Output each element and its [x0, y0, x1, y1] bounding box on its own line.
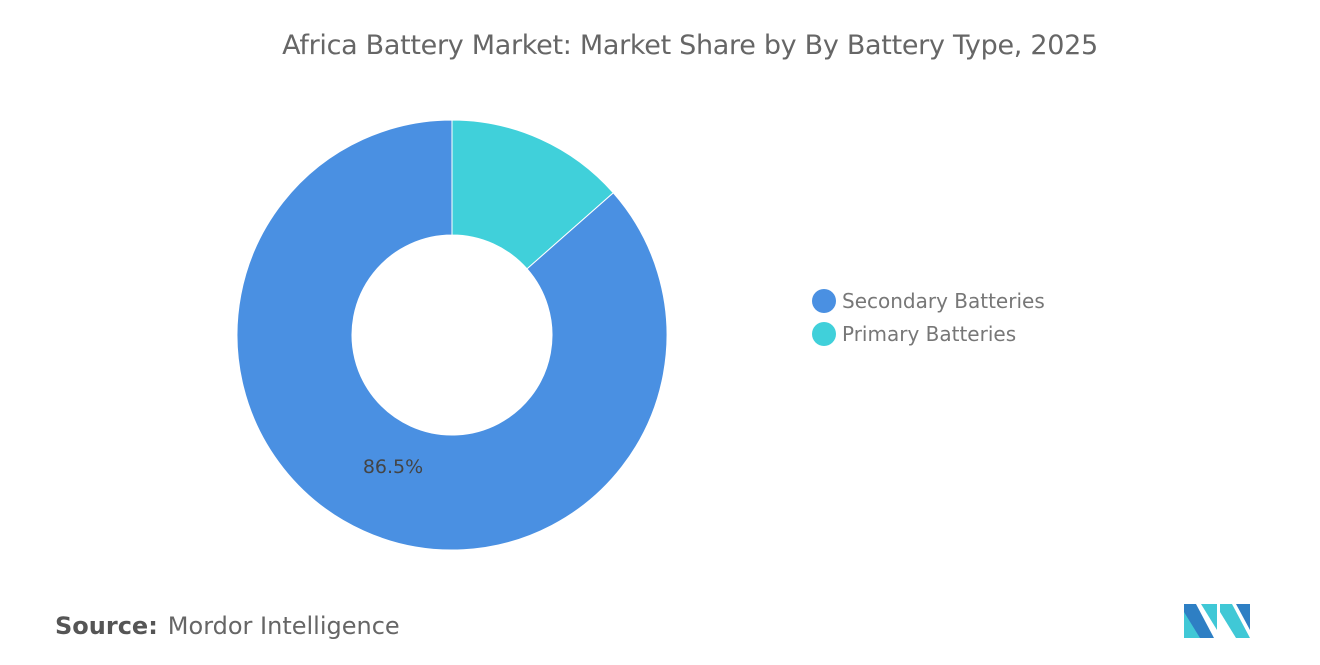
- legend-item-primary[interactable]: Primary Batteries: [812, 317, 1045, 350]
- chart-title: Africa Battery Market: Market Share by B…: [282, 30, 1098, 61]
- mordor-intelligence-logo-icon: [1184, 604, 1250, 638]
- source-label: Source:: [55, 612, 158, 640]
- legend-swatch-secondary: [812, 288, 836, 313]
- legend-label: Secondary Batteries: [842, 288, 1045, 313]
- data-label-secondary: 86.5%: [363, 456, 423, 478]
- legend-swatch-primary: [812, 321, 836, 346]
- legend-label: Primary Batteries: [842, 321, 1017, 346]
- source-value: Mordor Intelligence: [167, 612, 400, 640]
- legend-item-secondary[interactable]: Secondary Batteries: [812, 284, 1045, 317]
- source-note: Source: Mordor Intelligence: [55, 612, 400, 640]
- slice-secondary-batteries[interactable]: [236, 119, 668, 551]
- legend: Secondary Batteries Primary Batteries: [812, 284, 1045, 350]
